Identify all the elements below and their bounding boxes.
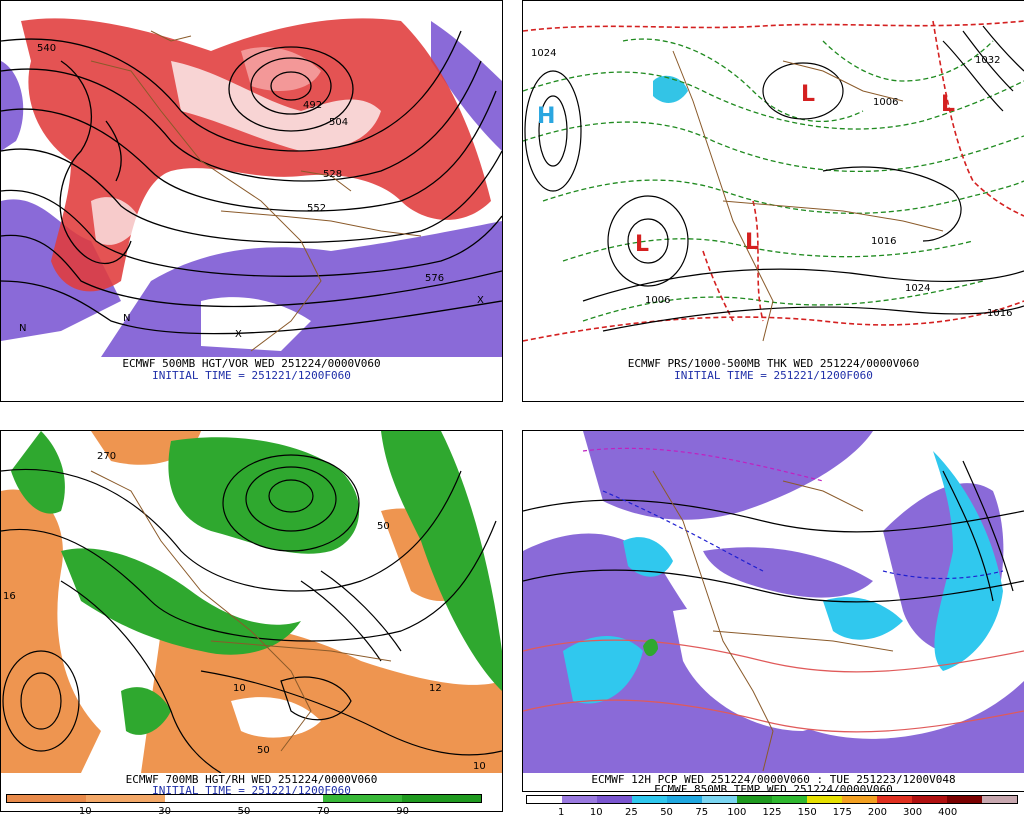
contour-label: 50 — [377, 521, 390, 532]
precip-colorbar-swatch — [667, 796, 702, 803]
panel-initial-time: INITIAL TIME = 251221/1200F060 — [152, 784, 351, 797]
panel-caption-temp: ECMWF 850MB TEMP WED 251224/0000V060 — [654, 783, 893, 792]
rh-tick-label: 70 — [316, 806, 330, 817]
precip-colorbar-swatch — [842, 796, 877, 803]
precip-tick-label: 175 — [832, 807, 852, 818]
precip-colorbar-swatch — [947, 796, 982, 803]
contour-label: 1006 — [873, 97, 898, 108]
rh-colorbar-swatch — [164, 795, 244, 802]
precip-tick-label: 400 — [938, 807, 958, 818]
low-pressure-marker: L — [745, 230, 759, 255]
contour-label: 1024 — [531, 48, 556, 59]
min-marker: N — [19, 323, 26, 334]
rh-tick-label: 50 — [237, 806, 251, 817]
precip-colorbar-swatch — [527, 796, 562, 803]
precip-tick-label: 50 — [660, 807, 673, 818]
max-marker: X — [477, 295, 484, 306]
contour-label: 1016 — [871, 236, 896, 247]
contour-label: 540 — [37, 43, 56, 54]
precip-colorbar-swatch — [807, 796, 842, 803]
contour-label: 528 — [323, 169, 342, 180]
precip-tick-label: 150 — [797, 807, 817, 818]
contour-label: 1024 — [905, 283, 930, 294]
rh-tick-label: 10 — [78, 806, 92, 817]
rh-colorbar-swatch — [322, 795, 402, 802]
low-pressure-marker: L — [801, 82, 815, 107]
contour-label: 1016 — [987, 308, 1012, 319]
map-500mb-vorticity: 540 492 504 528 552 576 N N X X — [1, 1, 502, 357]
precip-colorbar-ticks: 1 10 25 50 75 100 125 150 175 200 300 400 — [526, 807, 1018, 819]
precip-colorbar — [526, 795, 1018, 804]
panel-caption: ECMWF PRS/1000-500MB THK WED 251224/0000… — [627, 357, 920, 370]
contour-label: 16 — [3, 591, 16, 602]
contour-label: 492 — [303, 100, 322, 111]
contour-label: 270 — [97, 451, 116, 462]
rh-tick-label: 30 — [158, 806, 172, 817]
contour-label: 12 — [429, 683, 442, 694]
precip-tick-label: 75 — [695, 807, 709, 818]
panel-prs-thickness: 1024 1006 1016 1006 1024 1016 1032 H L L… — [522, 0, 1024, 402]
precip-tick-label: 300 — [903, 807, 923, 818]
precip-colorbar-swatch — [982, 796, 1017, 803]
rh-colorbar-ticks: 10 30 50 70 90 — [6, 806, 482, 818]
precip-colorbar-swatch — [912, 796, 947, 803]
precip-tick-label: 25 — [625, 807, 638, 818]
rh-colorbar-swatch — [7, 795, 86, 802]
map-precipitation — [523, 431, 1024, 773]
panel-caption: ECMWF 12H PCP WED 251224/0000V060 : TUE … — [591, 773, 956, 786]
panel-700mb-hgt-rh: 270 16 50 10 12 50 10 ECMWF 700MB HGT/RH… — [0, 430, 503, 812]
precip-colorbar-swatch — [737, 796, 772, 803]
precip-tick-label: 100 — [727, 807, 747, 818]
contour-label: 576 — [425, 273, 444, 284]
rh-tick-label: 90 — [396, 806, 410, 817]
rh-colorbar-swatch — [401, 795, 481, 802]
precip-colorbar-swatch — [597, 796, 632, 803]
max-marker: X — [235, 329, 242, 340]
panel-caption: ECMWF 500MB HGT/VOR WED 251224/0000V060 — [122, 357, 381, 370]
panel-500mb-hgt-vor: 540 492 504 528 552 576 N N X X ECMWF 50… — [0, 0, 503, 402]
low-pressure-marker: L — [941, 92, 955, 117]
panel-initial-time: INITIAL TIME = 251221/1200F060 — [674, 369, 873, 382]
precip-colorbar-swatch — [562, 796, 597, 803]
contour-label: 552 — [307, 203, 326, 214]
panel-initial-time: INITIAL TIME = 251221/1200F060 — [152, 369, 351, 382]
low-pressure-marker: L — [635, 232, 649, 257]
contour-label: 504 — [329, 117, 348, 128]
precip-colorbar-swatch — [702, 796, 737, 803]
contour-label: 10 — [473, 761, 486, 772]
contour-label: 1032 — [975, 55, 1000, 66]
panel-caption: ECMWF 700MB HGT/RH WED 251224/0000V060 — [125, 773, 378, 786]
contour-label: 10 — [233, 683, 246, 694]
map-700mb-humidity: 270 16 50 10 12 50 10 — [1, 431, 502, 773]
precip-tick-label: 125 — [762, 807, 782, 818]
contour-label: 50 — [257, 745, 270, 756]
high-pressure-marker: H — [537, 104, 555, 129]
contour-label: 1006 — [645, 295, 670, 306]
rh-colorbar-swatch — [85, 795, 165, 802]
rh-colorbar-swatch — [243, 795, 323, 802]
map-pressure-thickness: 1024 1006 1016 1006 1024 1016 1032 H L L… — [523, 1, 1024, 357]
precip-colorbar-swatch — [632, 796, 667, 803]
precip-tick-label: 10 — [589, 807, 603, 818]
precip-colorbar-swatch — [877, 796, 912, 803]
min-marker: N — [123, 313, 130, 324]
panel-12h-precip-850mb-temp: ECMWF 12H PCP WED 251224/0000V060 : TUE … — [522, 430, 1024, 792]
precip-tick-label: 1 — [557, 807, 565, 818]
rh-colorbar — [6, 794, 482, 803]
precip-tick-label: 200 — [867, 807, 887, 818]
precip-colorbar-swatch — [772, 796, 807, 803]
